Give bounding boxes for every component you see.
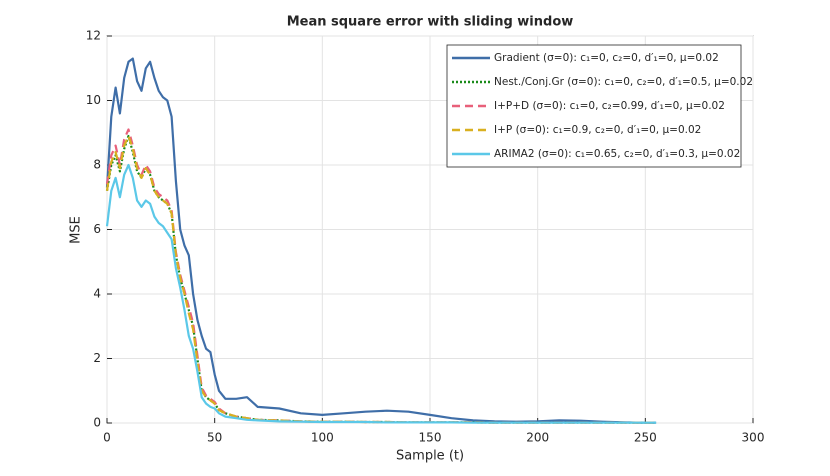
chart-title: Mean square error with sliding window bbox=[287, 15, 574, 30]
legend-box bbox=[446, 44, 742, 168]
y-tick-label: 0 bbox=[93, 416, 101, 430]
series-line bbox=[105, 57, 657, 424]
legend: Gradient (σ=0): c₁=0, c₂=0, d′₁=0, μ=0.0… bbox=[446, 44, 753, 168]
y-axis-label: MSE bbox=[69, 216, 84, 244]
legend-label: I+P (σ=0): c₁=0.9, c₂=0, d′₁=0, μ=0.02 bbox=[494, 124, 701, 136]
x-tick-label: 150 bbox=[419, 431, 442, 445]
y-tick-label: 12 bbox=[86, 29, 101, 43]
x-axis-label: Sample (t) bbox=[396, 449, 464, 464]
series-line bbox=[105, 163, 657, 424]
x-tick-label: 200 bbox=[526, 431, 549, 445]
legend-label: ARIMA2 (σ=0): c₁=0.65, c₂=0, d′₁=0.3, μ=… bbox=[494, 148, 740, 160]
x-tick-label: 100 bbox=[311, 431, 334, 445]
legend-label: Nest./Conj.Gr (σ=0): c₁=0, c₂=0, d′₁=0.5… bbox=[494, 76, 753, 88]
x-tick-label: 50 bbox=[207, 431, 222, 445]
y-tick-label: 8 bbox=[93, 158, 101, 172]
y-tick-label: 4 bbox=[93, 287, 101, 301]
legend-label: I+P+D (σ=0): c₁=0, c₂=0.99, d′₁=0, μ=0.0… bbox=[494, 100, 725, 112]
x-tick-label: 0 bbox=[103, 431, 111, 445]
y-tick-label: 2 bbox=[93, 351, 101, 365]
y-tick-label: 6 bbox=[93, 222, 101, 236]
x-tick-label: 300 bbox=[742, 431, 765, 445]
legend-label: Gradient (σ=0): c₁=0, c₂=0, d′₁=0, μ=0.0… bbox=[494, 52, 719, 64]
y-tick-label: 10 bbox=[86, 93, 101, 107]
x-tick-label: 250 bbox=[634, 431, 657, 445]
